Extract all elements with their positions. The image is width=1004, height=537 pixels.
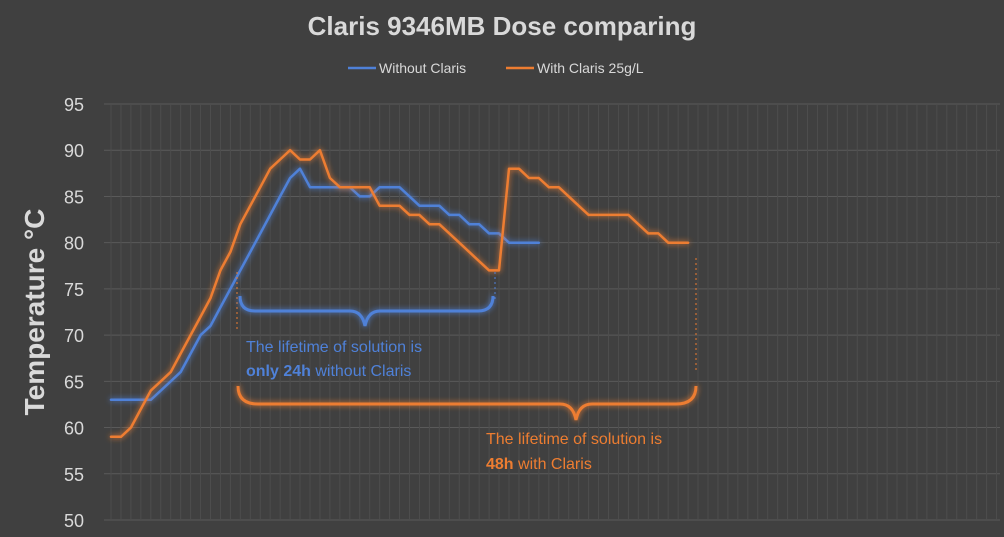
series-line-with-claris: [109, 148, 690, 439]
grid: [104, 103, 1000, 521]
chart-title: Claris 9346MB Dose comparing: [308, 11, 697, 41]
blue-annotation-line1: The lifetime of solution is: [246, 339, 422, 356]
y-tick-label: 65: [64, 372, 84, 392]
y-tick-label: 55: [64, 465, 84, 485]
blue-brace: [238, 295, 495, 327]
y-tick-label: 95: [64, 95, 84, 115]
series-line-without-claris: [109, 167, 541, 402]
orange-annotation-rest: with Claris: [514, 456, 592, 473]
orange-annotation-bold: 48h: [486, 456, 514, 473]
y-tick-label: 80: [64, 234, 84, 254]
y-tick-label: 60: [64, 419, 84, 439]
y-tick-label: 90: [64, 141, 84, 161]
orange-brace: [236, 385, 698, 421]
orange-annotation-line1: The lifetime of solution is: [486, 431, 662, 448]
orange-bracket: [236, 258, 698, 421]
blue-annotation-rest: without Claris: [311, 363, 411, 380]
series-group: [109, 148, 690, 439]
y-tick-label: 75: [64, 280, 84, 300]
y-tick-label: 70: [64, 326, 84, 346]
y-tick-label: 85: [64, 187, 84, 207]
y-axis-label: Temperature °C: [19, 209, 50, 416]
y-axis-ticks: 95 90 85 80 75 70 65 60 55 50: [64, 95, 84, 531]
orange-annotation-line2: 48h with Claris: [486, 456, 592, 473]
y-tick-label: 50: [64, 511, 84, 531]
blue-annotation-line2: only 24h without Claris: [246, 363, 411, 380]
blue-bracket: [236, 272, 496, 330]
legend: Without Claris With Claris 25g/L: [348, 60, 644, 76]
legend-label-with: With Claris 25g/L: [537, 60, 644, 76]
blue-annotation-bold: only 24h: [246, 363, 311, 380]
legend-label-without: Without Claris: [379, 60, 466, 76]
